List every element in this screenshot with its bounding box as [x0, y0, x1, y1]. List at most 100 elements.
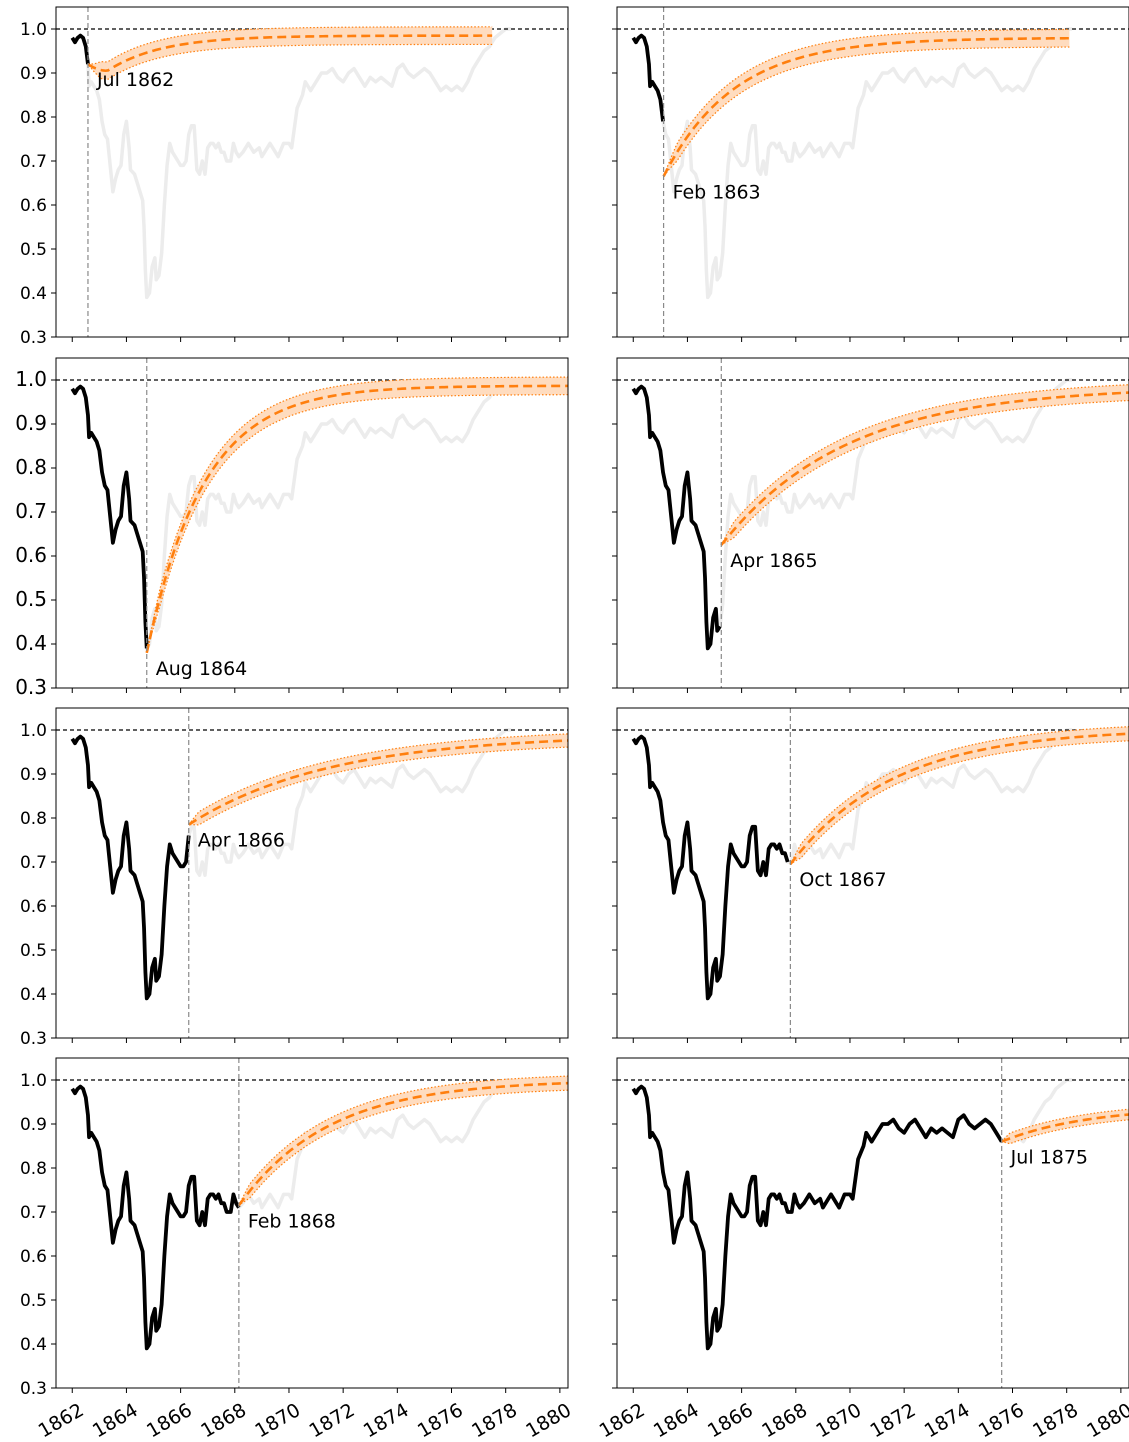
forecast-band-upper — [87, 26, 493, 65]
y-tick-label: 0.7 — [20, 152, 47, 172]
observed-line — [70, 1084, 241, 1351]
axes-frame — [55, 357, 569, 689]
observed-line — [70, 734, 191, 1001]
cutoff-label: Aug 1864 — [156, 658, 248, 680]
full-series-line — [631, 1078, 1073, 1351]
x-tick-label: 1880 — [1083, 1399, 1129, 1442]
y-tick-label: 1.0 — [20, 721, 47, 741]
forecast-band-lower — [663, 46, 1070, 177]
y-tick-label: 0.6 — [20, 196, 47, 216]
x-tick-label: 1868 — [758, 1399, 811, 1442]
y-tick-label: 0.8 — [20, 809, 47, 829]
plot-area — [56, 358, 568, 688]
forecast-band-upper — [720, 384, 1129, 546]
forecast-line — [237, 1081, 568, 1207]
y-tick-label: 0.9 — [20, 1115, 47, 1135]
full-series-line — [70, 378, 512, 651]
y-tick-label: 0.3 — [20, 1379, 47, 1399]
x-tick-label: 1864 — [89, 1399, 142, 1442]
cutoff-label: Feb 1863 — [673, 181, 761, 203]
panel-8: Jul 1875 1862 1864 1866 1868 1870 1872 1874 1876… — [596, 1057, 1129, 1442]
forecast-band-upper — [188, 733, 568, 825]
plot-area — [56, 7, 568, 337]
plot-area — [617, 358, 1129, 688]
x-tick-label: 1874 — [360, 1399, 413, 1442]
plot-area — [617, 7, 1129, 337]
axes-frame — [616, 357, 1129, 689]
x-tick-label: 1872 — [867, 1399, 920, 1442]
forecast-band-lower — [188, 746, 568, 826]
forecast-band — [663, 29, 1070, 177]
x-tick-label: 1874 — [921, 1399, 974, 1442]
y-tick-label: 0.9 — [20, 765, 47, 785]
forecast-line — [145, 384, 568, 654]
forecast-band-lower — [87, 43, 493, 81]
y-tick-label: 1.0 — [20, 20, 47, 40]
y-tick-label: 1.0 — [15, 367, 47, 391]
axes-frame — [616, 707, 1129, 1039]
observed-line — [631, 384, 722, 651]
y-tick-label: 0.4 — [20, 1335, 47, 1355]
forecast-band-lower — [238, 1089, 568, 1206]
plot-area — [617, 708, 1129, 1038]
observed-line — [631, 1084, 1004, 1351]
y-tick-label: 0.3 — [20, 1029, 47, 1049]
plot-area — [617, 1058, 1129, 1388]
cutoff-label: Feb 1868 — [248, 1210, 336, 1232]
y-tick-label: 0.5 — [20, 941, 47, 961]
observed-line — [631, 33, 665, 122]
x-tick-label: 1870 — [251, 1399, 304, 1442]
y-tick-label: 0.6 — [15, 543, 47, 567]
forecast-band — [1001, 1109, 1129, 1144]
forecast-band-lower — [790, 740, 1129, 865]
x-tick-label: 1862 — [35, 1399, 88, 1442]
panel-6: Oct 1867 — [612, 707, 1129, 1043]
full-series-line — [631, 27, 1073, 300]
x-tick-label: 1864 — [650, 1399, 703, 1442]
forecast-band — [87, 26, 493, 80]
forecast-band — [790, 726, 1129, 865]
y-tick-label: 0.4 — [20, 284, 47, 304]
x-tick-label: 1862 — [596, 1399, 649, 1442]
full-series-line — [631, 728, 1073, 1001]
forecast-band-upper — [789, 726, 1129, 865]
x-tick-label: 1876 — [414, 1399, 467, 1442]
cutoff-label: Apr 1866 — [198, 830, 285, 852]
y-tick-label: 0.7 — [20, 1203, 47, 1223]
panel-5: Apr 1866 0.3 0.4 0.5 0.6 0.7 0.8 0.9 1.0 — [20, 707, 569, 1049]
cutoff-label: Jul 1875 — [1010, 1147, 1088, 1169]
y-tick-label: 0.8 — [20, 1159, 47, 1179]
forecast-band — [238, 1076, 568, 1206]
forecast-line — [720, 391, 1129, 546]
x-tick-label: 1866 — [143, 1399, 196, 1442]
x-tick-label: 1868 — [197, 1399, 250, 1442]
axes-frame — [55, 6, 569, 338]
cutoff-label: Apr 1865 — [730, 550, 817, 572]
y-tick-label: 0.7 — [15, 499, 47, 523]
x-tick-label: 1866 — [704, 1399, 757, 1442]
forecast-line — [87, 34, 493, 73]
axes-frame — [55, 707, 569, 1039]
y-tick-label: 0.8 — [15, 455, 47, 479]
full-series-line — [631, 378, 1073, 651]
panel-3: Aug 1864 0.3 0.4 0.5 0.6 0.7 0.8 0.9 1.0 — [15, 357, 569, 699]
y-tick-label: 0.6 — [20, 1247, 47, 1267]
forecast-band — [146, 377, 568, 653]
x-tick-label: 1878 — [468, 1399, 521, 1442]
forecast-band-upper — [1001, 1108, 1129, 1143]
cutoff-label: Oct 1867 — [799, 869, 886, 891]
panel-4: Apr 1865 — [612, 357, 1129, 693]
plot-area — [56, 708, 568, 1038]
y-tick-label: 0.6 — [20, 897, 47, 917]
y-tick-label: 0.3 — [15, 675, 47, 699]
forecast-line — [188, 739, 568, 826]
x-tick-label: 1870 — [812, 1399, 865, 1442]
forecast-band-lower — [1001, 1119, 1129, 1145]
y-tick-label: 0.5 — [15, 587, 47, 611]
panel-2: Feb 1863 — [612, 6, 1129, 342]
forecast-band-upper — [146, 376, 568, 653]
observed-line — [70, 384, 149, 649]
observed-line — [631, 734, 790, 1001]
full-series-line — [70, 27, 512, 300]
x-tick-label: 1880 — [522, 1399, 575, 1442]
